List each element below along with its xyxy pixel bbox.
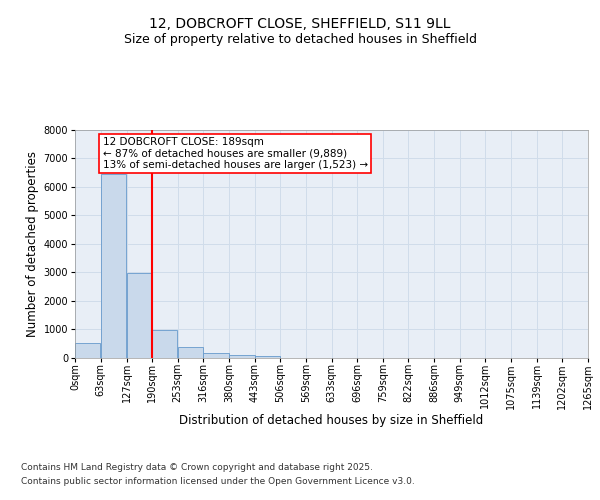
Text: 12 DOBCROFT CLOSE: 189sqm
← 87% of detached houses are smaller (9,889)
13% of se: 12 DOBCROFT CLOSE: 189sqm ← 87% of detac… (103, 137, 368, 170)
Text: 12, DOBCROFT CLOSE, SHEFFIELD, S11 9LL: 12, DOBCROFT CLOSE, SHEFFIELD, S11 9LL (149, 18, 451, 32)
Bar (229, 356, 254, 358)
Bar (152, 330, 178, 357)
Y-axis label: Number of detached properties: Number of detached properties (26, 151, 39, 337)
Bar (75, 342, 100, 357)
Bar (101, 174, 126, 358)
Bar (255, 356, 280, 358)
Text: Contains public sector information licensed under the Open Government Licence v3: Contains public sector information licen… (21, 477, 415, 486)
Bar (203, 353, 229, 358)
X-axis label: Distribution of detached houses by size in Sheffield: Distribution of detached houses by size … (179, 414, 484, 427)
Text: Size of property relative to detached houses in Sheffield: Size of property relative to detached ho… (124, 32, 476, 46)
Text: Contains HM Land Registry data © Crown copyright and database right 2025.: Contains HM Land Registry data © Crown c… (21, 464, 373, 472)
Bar (178, 347, 203, 358)
Bar (127, 273, 152, 357)
